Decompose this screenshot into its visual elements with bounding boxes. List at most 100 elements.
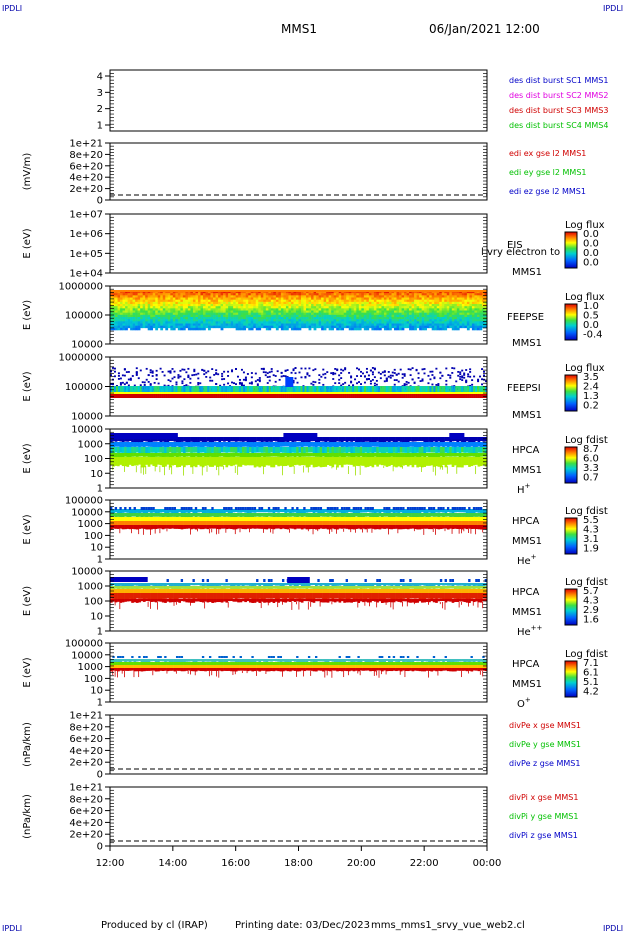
spectrogram-cell [167, 321, 171, 324]
spectrogram-cell [240, 323, 244, 326]
spectrogram-cell [336, 314, 340, 318]
spectrogram-cell [328, 293, 332, 296]
spectrogram-cell [451, 457, 455, 467]
spectrogram-cell [394, 295, 397, 298]
spectrogram-cell [437, 453, 441, 458]
spectrogram-cell [328, 295, 332, 298]
spectrogram-cell [263, 295, 267, 298]
spectrogram-cell [161, 394, 164, 398]
spectrogram-cell [290, 312, 294, 316]
spectrogram-cell [303, 314, 307, 318]
spectrogram-cell [285, 325, 289, 329]
spectrogram-cell [135, 325, 138, 329]
spectrogram-cell [112, 314, 116, 318]
spectrogram-cell [117, 442, 120, 447]
spectrogram-cell [149, 386, 152, 392]
spectrogram-cell [170, 327, 174, 331]
spectrogram-cell [263, 442, 266, 447]
spectrogram-cell [152, 321, 156, 324]
spectrogram-cell [421, 394, 424, 398]
spectrogram-cell [233, 297, 236, 300]
spectrogram-cell [279, 442, 283, 447]
spectrogram-cell [295, 319, 299, 322]
spectrogram-cell [396, 319, 400, 322]
spectrogram-cell [285, 291, 289, 294]
spectrogram-cell [250, 319, 254, 322]
spectrogram-cell [260, 394, 264, 398]
spectrogram-cell [456, 312, 460, 316]
spectrogram-cell [288, 293, 292, 296]
spectrogram-cell [341, 317, 345, 320]
spectrogram-cell [277, 442, 280, 448]
spectrogram-cell [394, 310, 397, 313]
spectrogram-cell [391, 297, 395, 300]
spectrogram-cell [238, 386, 242, 392]
spectrogram-cell [161, 437, 165, 442]
spectrogram-cell [268, 297, 272, 300]
spectrogram-cell [282, 392, 285, 394]
spectrogram-cell [213, 437, 217, 442]
spectrogram-cell [243, 308, 247, 311]
spectrogram-cell [180, 304, 184, 307]
spectrogram-cell [348, 371, 351, 374]
spectrogram-cell [225, 453, 229, 458]
spectrogram-cell [396, 308, 400, 311]
spectrogram-cell [381, 323, 385, 326]
spectrogram-cell [253, 437, 257, 443]
spectrogram-cell [155, 308, 159, 311]
spectrogram-cell [303, 323, 307, 326]
spectrogram-cell [117, 308, 121, 311]
spectrogram-cell [113, 375, 116, 378]
spectrogram-cell [208, 312, 211, 316]
spectrogram-cell [236, 392, 240, 394]
spectrogram-cell [379, 394, 383, 398]
spectrogram-cell [423, 394, 426, 398]
spectrogram-cell [390, 457, 394, 466]
spectrogram-cell [388, 299, 392, 303]
spectrogram-cell [236, 386, 240, 392]
spectrogram-cell [132, 321, 136, 324]
spectrogram-cell [239, 457, 243, 467]
spectrogram-cell [428, 442, 431, 447]
spectrogram-cell [419, 394, 422, 398]
spectrogram-cell [275, 325, 279, 329]
spectrogram-cell [421, 295, 425, 298]
spectrogram-cell [175, 293, 179, 296]
corner-label-top-right: IPDLI [603, 4, 624, 13]
spectrogram-cell [218, 323, 221, 326]
spectrogram-cell [401, 317, 405, 320]
spectrogram-cell [464, 297, 468, 300]
spectrogram-cell [180, 293, 184, 296]
spectrogram-cell [274, 437, 278, 442]
spectrogram-cell [366, 317, 370, 320]
spectrogram-cell [293, 314, 297, 318]
spectrogram-cell [177, 308, 181, 311]
spectrogram-cell [461, 375, 464, 378]
spectrogram-cell [468, 457, 471, 467]
spectrogram-cell [225, 306, 229, 309]
spectrogram-cell [432, 437, 436, 442]
spectrogram-cell [356, 308, 360, 311]
spectrogram-cell [429, 386, 432, 392]
spectrogram-cell [455, 380, 458, 383]
spectrogram-cell [371, 297, 375, 300]
spectrogram-cell [306, 317, 309, 320]
spectrogram-cell [311, 323, 314, 326]
spectrogram-cell [356, 394, 359, 398]
spectrogram-cell [381, 319, 385, 322]
spectrogram-cell [441, 299, 445, 303]
colorbar-tick-label: 0.0 [583, 258, 599, 269]
spectrogram-cell [183, 392, 186, 394]
spectrogram-cell [301, 317, 304, 320]
spectrogram-cell [313, 306, 317, 309]
spectrogram-cell [373, 323, 377, 326]
spectrogram-cell [368, 290, 372, 292]
spectrogram-cell [155, 325, 159, 329]
spectrogram-cell [181, 382, 184, 385]
spectrogram-cell [157, 310, 161, 313]
spectrogram-cell [210, 301, 214, 305]
spectrogram-cell [232, 447, 236, 453]
spectrogram-cell [183, 394, 186, 398]
spectrogram-cell [150, 447, 153, 453]
